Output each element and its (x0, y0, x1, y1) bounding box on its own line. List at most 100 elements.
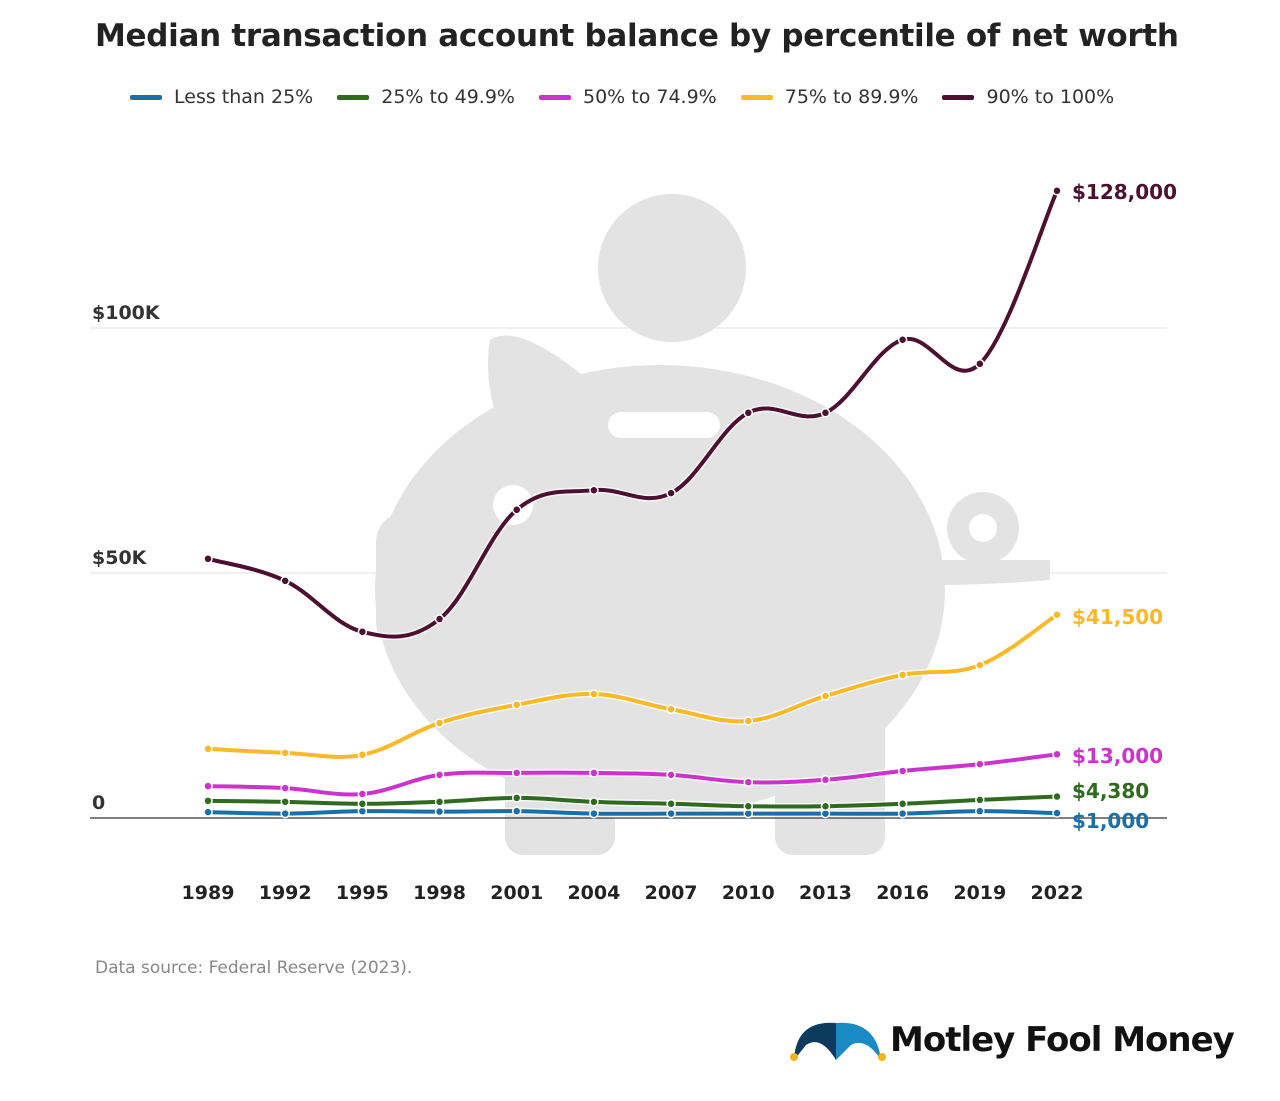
series-3: $41,500 (203, 605, 1163, 761)
data-point (897, 766, 908, 776)
data-point (666, 808, 676, 819)
data-point (589, 808, 599, 819)
data-point (357, 789, 368, 799)
data-point (511, 793, 522, 803)
data-point (203, 807, 213, 817)
data-point (975, 759, 985, 769)
data-point (666, 704, 676, 714)
legend-label: 50% to 74.9% (582, 86, 717, 108)
data-point (897, 670, 908, 680)
x-tick-label: 2004 (567, 882, 620, 904)
data-point (897, 799, 908, 809)
data-point (434, 797, 445, 807)
data-point (280, 808, 290, 819)
data-point (203, 796, 213, 806)
data-point (975, 660, 985, 670)
data-point (280, 797, 290, 807)
data-point (743, 777, 754, 787)
y-tick-label: 0 (92, 792, 105, 814)
data-point (434, 770, 445, 780)
series-line (207, 794, 1058, 809)
data-point (666, 770, 676, 780)
legend-swatch (337, 94, 370, 100)
series-line (207, 752, 1058, 797)
legend-swatch (538, 94, 571, 100)
x-tick-label: 2022 (1031, 882, 1084, 904)
legend-label: 25% to 49.9% (381, 86, 515, 108)
data-point (357, 750, 368, 760)
data-point (820, 408, 831, 418)
y-tick-label: $100K (92, 302, 161, 324)
end-value-label: $128,000 (1072, 180, 1177, 204)
data-point (434, 718, 445, 728)
jester-hat-icon (790, 1022, 886, 1061)
series-4: $128,000 (203, 180, 1177, 641)
x-tick-label: 1989 (182, 882, 235, 904)
series-line (207, 809, 1058, 816)
chart-title: Median transaction account balance by pe… (95, 18, 1179, 54)
data-point (975, 359, 985, 369)
data-point (357, 799, 368, 809)
y-tick-label: $50K (92, 547, 148, 569)
end-value-label: $41,500 (1072, 605, 1163, 629)
data-point (897, 808, 908, 819)
data-point (743, 408, 754, 418)
legend: Less than 25% 25% to 49.9% 50% to 74.9% 75%… (130, 86, 1114, 108)
legend-label: 90% to 100% (986, 86, 1115, 108)
series-0: $1,000 (203, 806, 1149, 833)
data-point (1052, 791, 1062, 802)
x-tick-label: 2019 (953, 882, 1006, 904)
data-point (280, 783, 290, 793)
coin-shape (598, 194, 746, 342)
legend-item: 75% to 89.9% (740, 86, 919, 108)
motley-fool-money-logo: Motley Fool Money (786, 1015, 1235, 1065)
data-point (511, 700, 522, 710)
data-point (280, 576, 290, 586)
data-point (1052, 808, 1062, 818)
data-point (975, 795, 985, 805)
x-tick-label: 2013 (799, 882, 852, 904)
legend-swatch (130, 94, 162, 100)
data-point (434, 806, 445, 817)
data-point (203, 744, 213, 754)
data-point (743, 801, 754, 811)
pig-leg-front (505, 700, 615, 855)
data-point (666, 799, 676, 809)
coin-slot (608, 412, 720, 438)
series-2: $13,000 (203, 744, 1163, 799)
data-point (589, 768, 599, 778)
legend-label: Less than 25% (174, 86, 314, 108)
x-tick-label: 1998 (413, 882, 466, 904)
legend-swatch (942, 94, 975, 100)
data-point (820, 691, 831, 701)
data-point (975, 806, 985, 816)
data-point (511, 768, 522, 778)
series-1: $4,380 (203, 779, 1149, 811)
legend-item: Less than 25% (130, 86, 313, 108)
x-tick-label: 1995 (336, 882, 389, 904)
data-point (434, 614, 445, 624)
data-point (589, 797, 599, 807)
pig-ear (488, 335, 600, 470)
end-value-label: $1,000 (1072, 809, 1149, 833)
logo-text: Motley Fool Money (890, 1020, 1235, 1060)
data-point (820, 801, 831, 811)
data-point (1052, 186, 1062, 196)
data-source-note: Data source: Federal Reserve (2023). (95, 958, 413, 978)
x-tick-label: 2016 (876, 882, 929, 904)
data-point (357, 627, 368, 637)
pig-eye (493, 485, 533, 525)
legend-label: 75% to 89.9% (784, 86, 919, 108)
data-point (820, 775, 831, 785)
end-value-label: $4,380 (1072, 779, 1149, 803)
x-tick-label: 2001 (490, 882, 543, 904)
data-point (511, 505, 522, 515)
x-tick-label: 2007 (645, 882, 698, 904)
end-value-label: $13,000 (1072, 744, 1163, 768)
data-point (511, 806, 522, 816)
piggy-bank-watermark (375, 194, 1050, 855)
legend-item: 90% to 100% (942, 86, 1114, 108)
data-point (203, 554, 213, 564)
data-point (743, 716, 754, 726)
